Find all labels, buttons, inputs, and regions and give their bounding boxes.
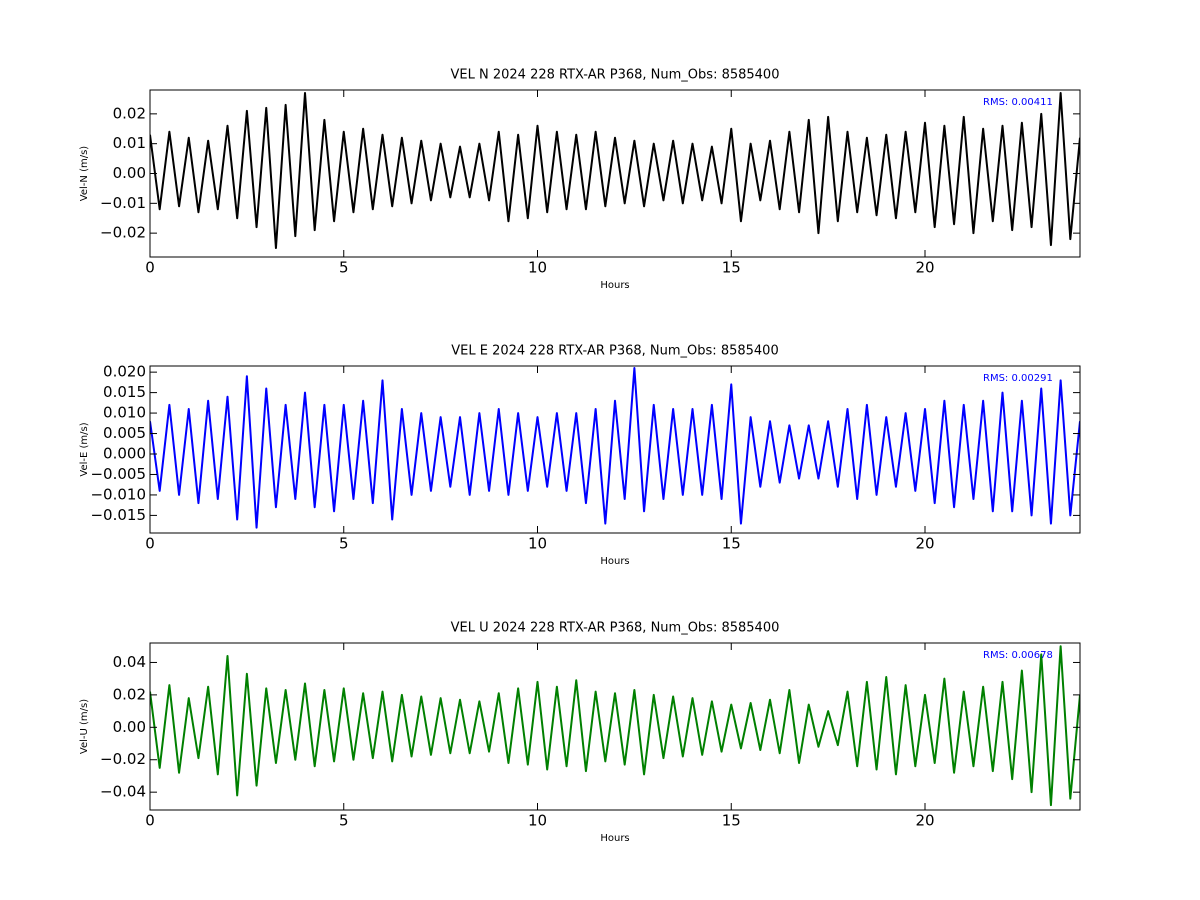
x-tick-label: 20 <box>915 812 934 830</box>
y-tick-label: −0.02 <box>100 750 146 768</box>
x-axis-label: Hours <box>600 280 629 291</box>
x-tick-label: 20 <box>915 535 934 553</box>
x-tick-label: 10 <box>528 535 547 553</box>
y-tick-label: −0.005 <box>90 465 146 483</box>
axes-frame <box>149 365 1081 534</box>
y-tick-label: 0.02 <box>113 104 146 122</box>
x-tick-label: 0 <box>145 812 155 830</box>
x-tick-label: 0 <box>145 535 155 553</box>
y-axis-label: Vel-U (m/s) <box>79 699 90 754</box>
y-tick-label: 0.00 <box>113 718 146 736</box>
y-tick-label: −0.015 <box>90 506 146 524</box>
rms-annotation: RMS: 0.00291 <box>983 373 1053 384</box>
axes-frame <box>149 642 1081 811</box>
chart-title: VEL E 2024 228 RTX-AR P368, Num_Obs: 858… <box>451 344 778 359</box>
x-tick-label: 15 <box>722 812 741 830</box>
x-tick-label: 10 <box>528 259 547 277</box>
rms-annotation: RMS: 0.00411 <box>983 97 1053 108</box>
y-tick-label: 0.020 <box>103 363 146 381</box>
x-tick-label: 5 <box>339 535 349 553</box>
y-tick-label: −0.02 <box>100 224 146 242</box>
y-tick-label: 0.010 <box>103 404 146 422</box>
y-axis-label: Vel-N (m/s) <box>79 146 90 201</box>
y-tick-label: 0.04 <box>113 653 146 671</box>
y-tick-label: −0.04 <box>100 783 146 801</box>
line-series <box>150 645 1080 807</box>
x-tick-label: 10 <box>528 812 547 830</box>
x-tick-label: 0 <box>145 259 155 277</box>
y-tick-label: 0.00 <box>113 164 146 182</box>
y-tick-label: −0.01 <box>100 194 146 212</box>
x-tick-label: 15 <box>722 535 741 553</box>
x-tick-label: 15 <box>722 259 741 277</box>
y-tick-label: 0.015 <box>103 383 146 401</box>
line-series <box>150 91 1080 250</box>
chart-title: VEL N 2024 228 RTX-AR P368, Num_Obs: 858… <box>451 68 780 83</box>
data-line <box>150 91 1080 250</box>
data-line <box>150 645 1080 807</box>
x-axis-label: Hours <box>600 556 629 567</box>
x-tick-label: 5 <box>339 812 349 830</box>
y-tick-label: 0.01 <box>113 134 146 152</box>
y-tick-label: 0.005 <box>103 424 146 442</box>
data-line <box>150 367 1080 529</box>
x-tick-label: 20 <box>915 259 934 277</box>
y-tick-label: −0.010 <box>90 485 146 503</box>
chart-title: VEL U 2024 228 RTX-AR P368, Num_Obs: 858… <box>451 621 780 636</box>
rms-annotation: RMS: 0.00678 <box>983 650 1053 661</box>
line-series <box>150 367 1080 529</box>
x-tick-label: 5 <box>339 259 349 277</box>
x-axis-label: Hours <box>600 833 629 844</box>
y-tick-label: 0.02 <box>113 685 146 703</box>
y-tick-label: 0.000 <box>103 445 146 463</box>
y-axis-label: Vel-E (m/s) <box>79 422 90 476</box>
